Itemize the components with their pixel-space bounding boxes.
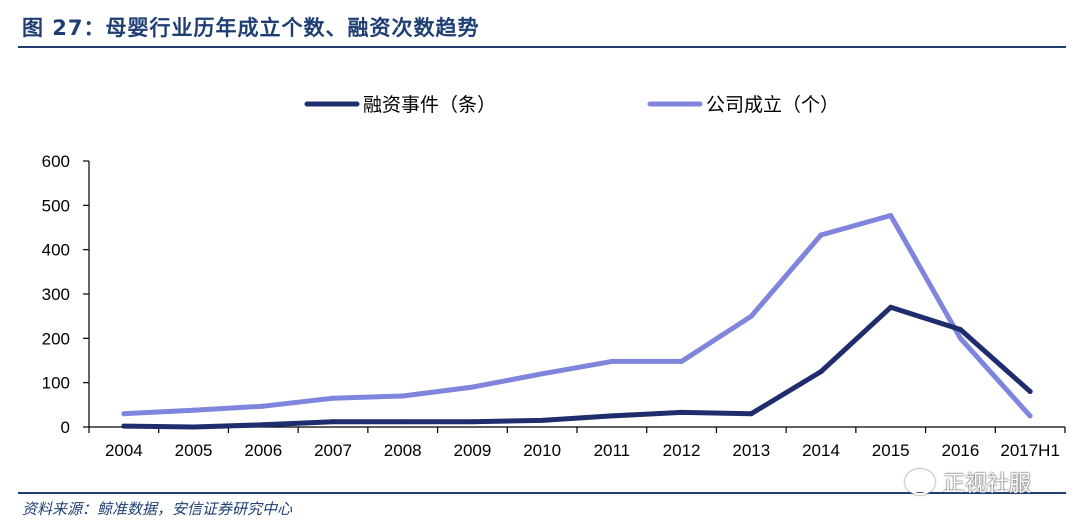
x-tick-label: 2008 bbox=[384, 441, 422, 460]
y-tick-label: 0 bbox=[61, 418, 70, 437]
x-tick-label: 2006 bbox=[244, 441, 282, 460]
data-point bbox=[748, 411, 754, 417]
chart-legend: 融资事件（条） 公司成立（个） bbox=[304, 94, 839, 116]
data-point bbox=[679, 409, 685, 415]
data-point bbox=[818, 232, 824, 238]
data-point bbox=[888, 213, 894, 219]
data-point bbox=[609, 358, 615, 364]
x-tick-label: 2012 bbox=[663, 441, 701, 460]
data-point bbox=[818, 369, 824, 375]
data-point bbox=[191, 407, 197, 413]
x-tick-label: 2016 bbox=[942, 441, 980, 460]
x-axis-ticks: 2004 2005 2006 2007 2008 2009 2010 2011 2012 2013… bbox=[88, 427, 1066, 460]
x-tick-label: 2013 bbox=[732, 441, 770, 460]
watermark: 正视社服 bbox=[905, 466, 1031, 498]
x-tick-label: 2005 bbox=[175, 441, 213, 460]
data-point bbox=[748, 313, 754, 319]
data-point bbox=[539, 417, 545, 423]
x-tick-label: 2014 bbox=[802, 441, 840, 460]
series-lines bbox=[121, 213, 1033, 430]
data-point bbox=[330, 395, 336, 401]
data-point bbox=[1027, 389, 1033, 395]
figure-title: 图 27：母婴行业历年成立个数、融资次数趋势 bbox=[22, 16, 480, 40]
series-line bbox=[121, 304, 1033, 430]
y-tick-label: 600 bbox=[42, 152, 70, 171]
y-tick-label: 100 bbox=[42, 374, 70, 393]
x-tick-label: 2009 bbox=[454, 441, 492, 460]
x-tick-label: 2017H1 bbox=[1000, 441, 1060, 460]
watermark-text: 正视社服 bbox=[943, 472, 1032, 497]
data-point bbox=[400, 393, 406, 399]
data-point bbox=[400, 419, 406, 425]
source-note: 资料来源：鲸准数据，安信证券研究中心 bbox=[22, 500, 293, 518]
data-point bbox=[260, 403, 266, 409]
legend-label: 公司成立（个） bbox=[706, 94, 839, 116]
title-divider bbox=[18, 46, 1066, 48]
data-point bbox=[679, 358, 685, 364]
chart-axes bbox=[88, 161, 1065, 428]
x-tick-label: 2011 bbox=[594, 441, 631, 460]
data-point bbox=[888, 304, 894, 310]
wechat-icon bbox=[905, 469, 935, 495]
data-point bbox=[330, 419, 336, 425]
x-tick-label: 2004 bbox=[105, 441, 143, 460]
y-axis-ticks: 0 100 200 300 400 500 600 bbox=[42, 152, 89, 437]
y-tick-label: 200 bbox=[42, 329, 70, 348]
y-tick-label: 500 bbox=[42, 196, 70, 215]
legend-label: 融资事件（条） bbox=[363, 94, 496, 116]
data-point bbox=[121, 411, 127, 417]
data-point bbox=[191, 424, 197, 430]
x-tick-label: 2007 bbox=[314, 441, 352, 460]
data-point bbox=[260, 422, 266, 428]
data-point bbox=[957, 335, 963, 341]
y-tick-label: 400 bbox=[42, 241, 70, 260]
data-point bbox=[1027, 413, 1033, 419]
data-point bbox=[469, 419, 475, 425]
source-divider bbox=[18, 492, 1066, 494]
data-point bbox=[469, 384, 475, 390]
series-line bbox=[121, 213, 1033, 419]
data-point bbox=[539, 371, 545, 377]
data-point bbox=[609, 413, 615, 419]
line-chart: 0 100 200 300 400 500 600 2004 2005 2006 2007 2008… bbox=[42, 94, 1066, 460]
y-tick-label: 300 bbox=[42, 285, 70, 304]
x-tick-label: 2015 bbox=[872, 441, 910, 460]
data-point bbox=[121, 423, 127, 429]
data-point bbox=[957, 326, 963, 332]
x-tick-label: 2010 bbox=[523, 441, 561, 460]
